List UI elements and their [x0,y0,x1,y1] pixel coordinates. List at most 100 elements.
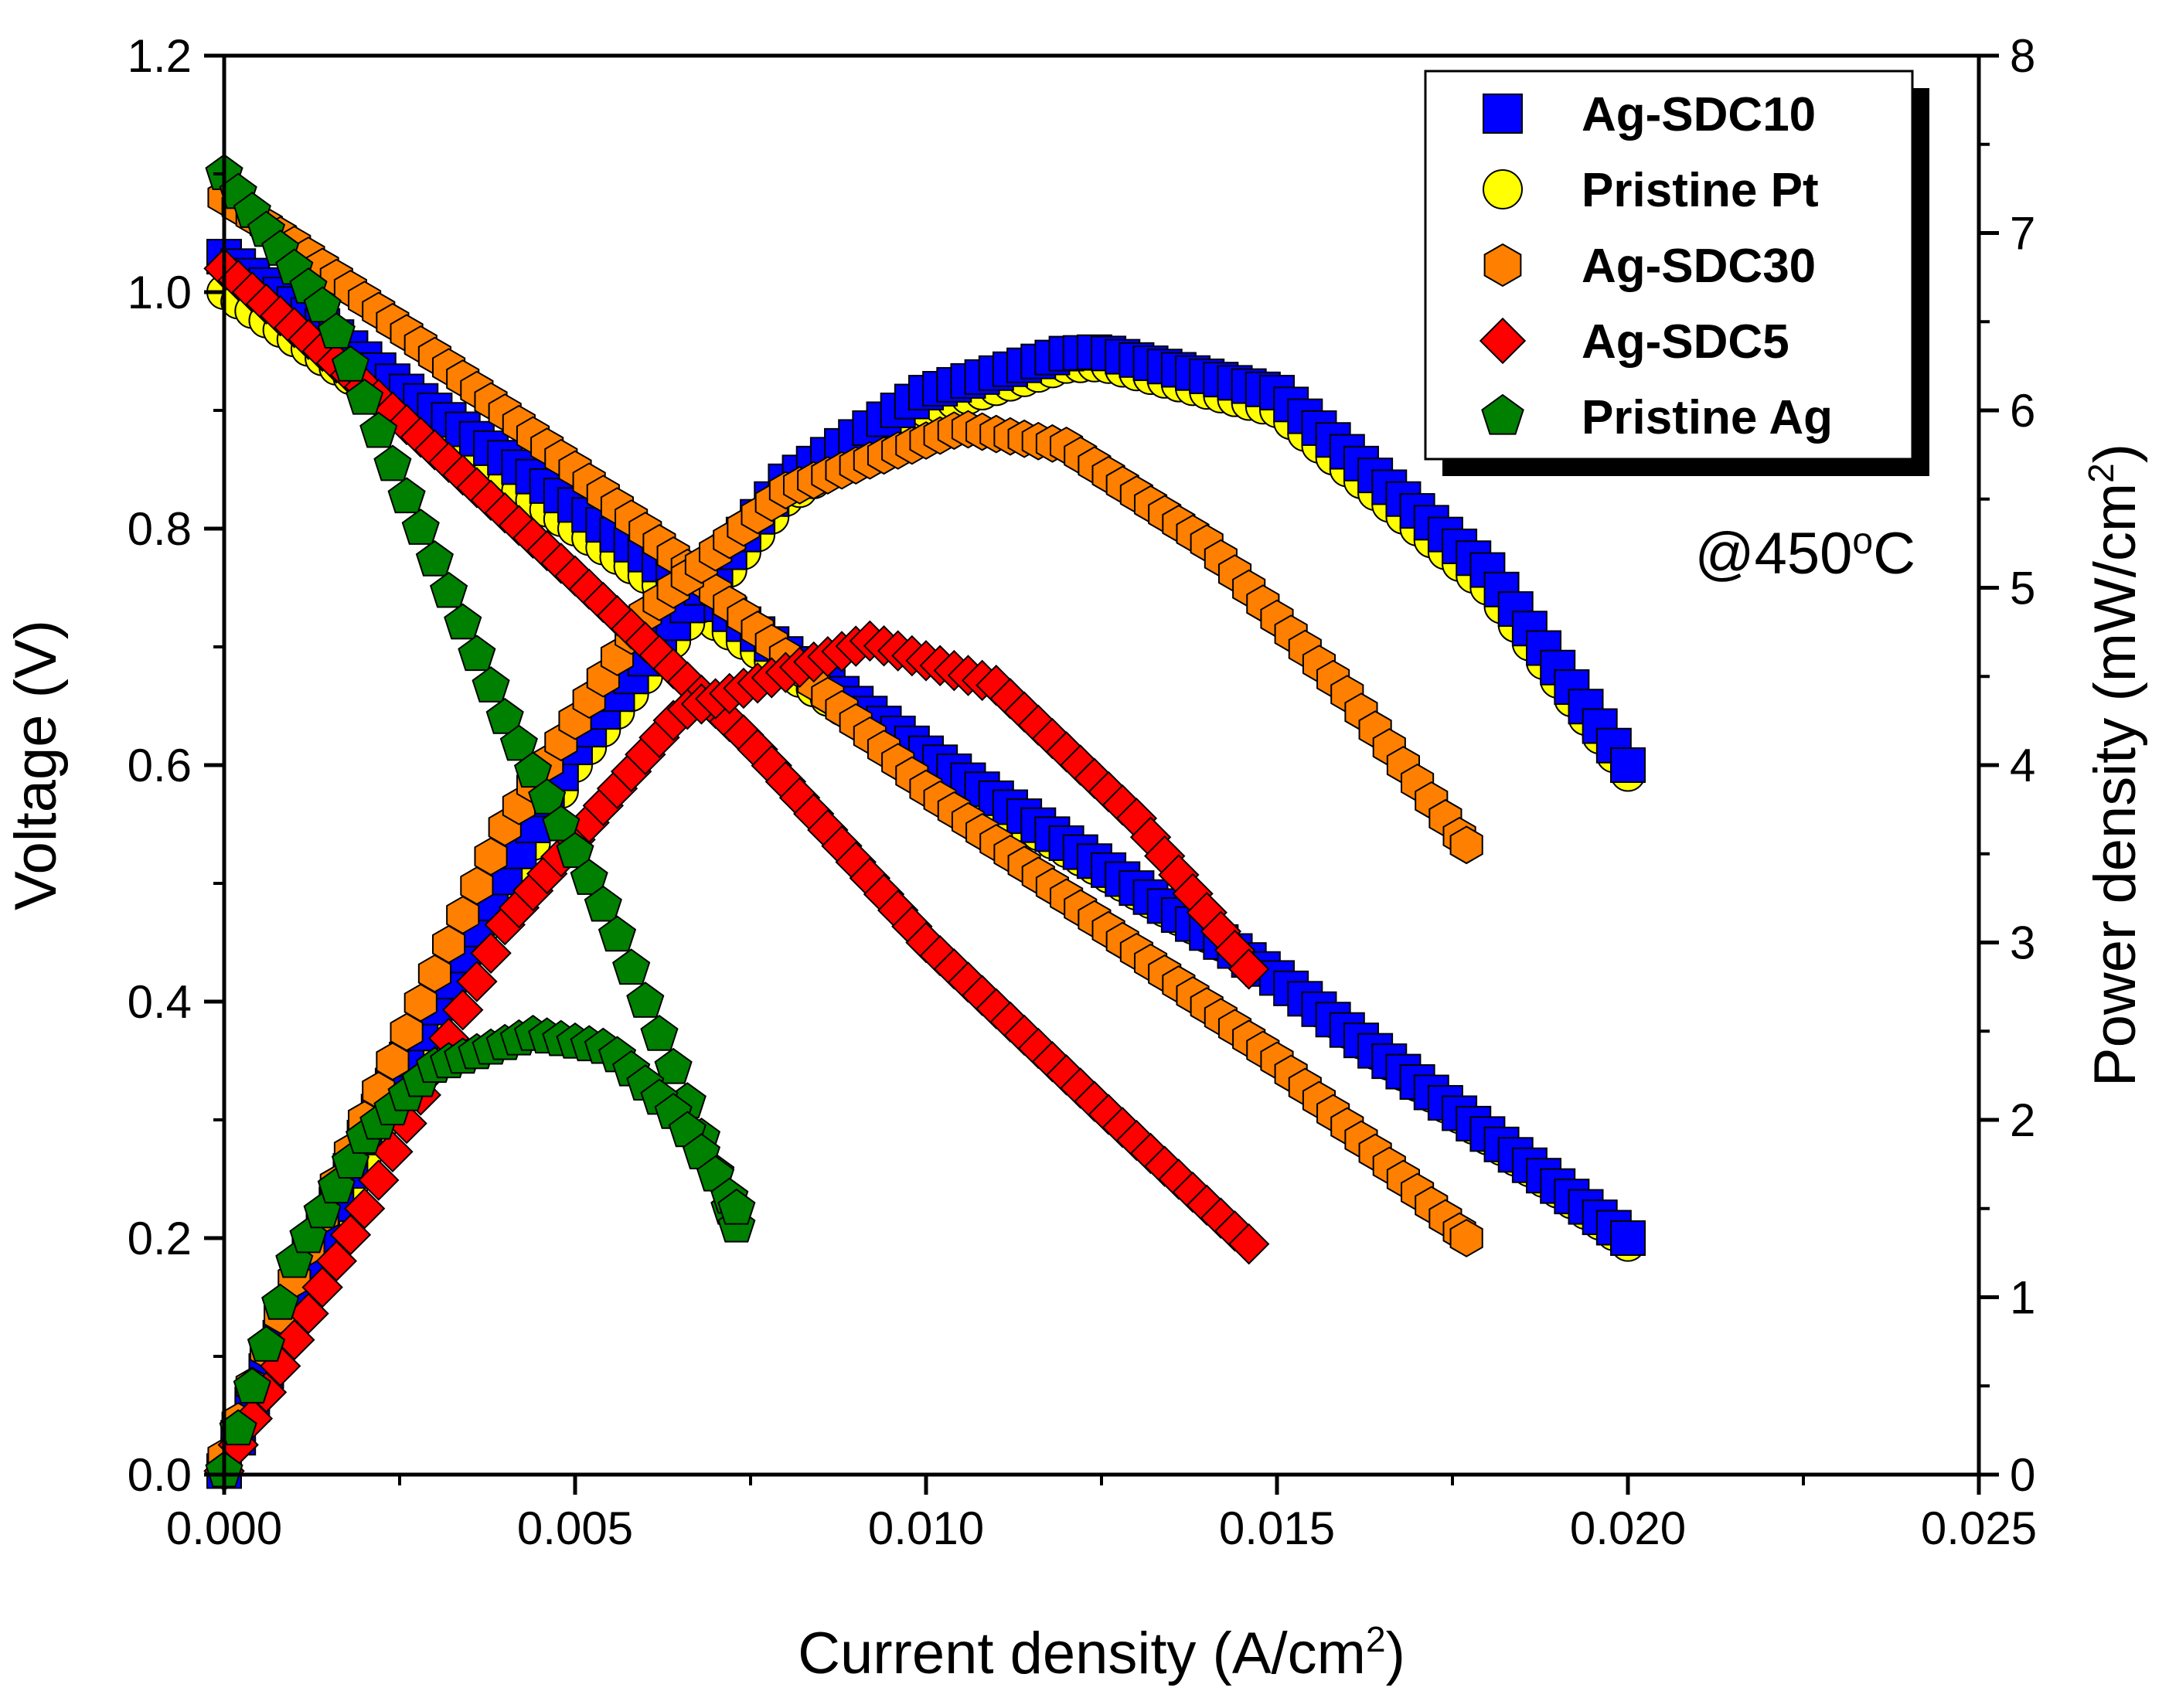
legend-item: Pristine Pt [1483,164,1819,217]
legend-label: Ag-SDC10 [1582,88,1816,141]
y-right-tick-label: 0 [2010,1449,2035,1501]
power-point [261,1283,300,1320]
iv-point [359,411,398,448]
legend-marker [1483,243,1522,288]
power-point [1449,825,1483,865]
x-tick-label: 0.000 [166,1502,282,1554]
y-right-tick-label: 7 [2010,208,2035,260]
power-point [470,932,512,974]
x-tick-label: 0.010 [868,1502,984,1554]
legend-marker [1483,169,1523,209]
iv-point [1449,1219,1483,1257]
iv-point [626,982,665,1018]
iv-point [542,805,581,842]
iv-point [584,885,622,922]
power-point [301,1266,343,1308]
iv-point [570,859,608,895]
y-right-tick-label: 4 [2010,740,2035,791]
iv-point [317,312,356,349]
power-point [390,1012,424,1052]
power-point [343,1188,386,1230]
series-ag-sdc5 [203,247,1270,1492]
power-point [233,1367,271,1404]
power-point [358,1159,400,1201]
power-point [274,1318,315,1361]
y-left-tick-label: 0.8 [128,503,192,555]
power-point [1228,948,1270,990]
y-right-tick-label: 8 [2010,30,2035,82]
y-right-tick-label: 3 [2010,917,2035,969]
y-right-tick-label: 1 [2010,1272,2035,1324]
y-left-tick-label: 1.2 [128,30,192,82]
x-tick-label: 0.005 [517,1502,633,1554]
iv-point [640,1014,679,1051]
iv-point [387,477,426,514]
right-y-axis-title: Power density (mW/cm2) [2081,444,2148,1087]
iv-point [1610,1220,1646,1256]
legend-label: Ag-SDC30 [1582,240,1816,293]
axis-ticks: 0.000 0.005 0.010 0.015 0.020 0.025 0.0 0.2 0.4 0… [128,30,2038,1554]
x-tick-label: 0.025 [1921,1502,2037,1554]
power-point [329,1214,372,1256]
left-y-axis-title: Voltage (V) [3,620,69,910]
iv-point [499,724,538,761]
power-point [247,1325,286,1362]
power-point [456,961,498,1002]
legend-label: Pristine Pt [1582,164,1819,217]
power-point [376,1042,410,1081]
iv-point [556,832,594,869]
legend-marker [1483,94,1523,134]
power-point [442,988,484,1031]
legend-item: Ag-SDC30 [1483,240,1816,293]
iv-point [513,751,553,788]
x-tick-label: 0.015 [1219,1502,1335,1554]
series-pristine-ag [205,154,756,1488]
power-point [1610,747,1646,783]
iv-point [485,697,524,734]
power-point [446,896,480,934]
iv-point [331,345,370,382]
iv-point [528,777,567,815]
power-point [460,866,494,905]
power-point [717,1188,756,1225]
y-left-tick-label: 0.0 [128,1449,192,1501]
power-point [315,1240,357,1282]
temperature-annotation: @450oC [1694,521,1915,587]
legend-item: Ag-SDC10 [1483,88,1816,141]
iv-point [444,603,482,640]
power-point [417,954,451,993]
legend-label: Ag-SDC5 [1582,315,1789,369]
iv-point [472,666,510,703]
y-left-tick-label: 1.0 [128,267,192,318]
legend: Ag-SDC10 Pristine Pt Ag-SDC30 Ag-SDC5 Pristi… [1424,70,1929,476]
iv-point [598,915,637,952]
y-right-tick-label: 5 [2010,563,2035,614]
x-tick-label: 0.020 [1570,1502,1686,1554]
power-point [403,983,438,1022]
y-left-tick-label: 0.6 [128,740,192,791]
legend-marker [1481,393,1524,435]
iv-point [373,444,412,481]
iv-point [654,1047,693,1084]
y-left-tick-label: 0.2 [128,1213,192,1264]
iv-point [429,571,468,608]
legend-item: Ag-SDC5 [1479,315,1789,369]
power-point [474,837,508,876]
iv-point [415,539,455,577]
y-left-tick-label: 0.4 [128,976,192,1028]
iv-point [1228,1223,1270,1265]
iv-point [345,378,384,415]
power-point [372,1131,414,1173]
iv-point [401,509,440,545]
legend-marker [1479,317,1527,365]
iv-point [612,948,651,985]
y-right-tick-label: 6 [2010,385,2035,437]
iv-point [303,286,342,323]
iv-point [458,635,496,672]
legend-item: Pristine Ag [1481,391,1833,444]
y-right-tick-label: 2 [2010,1094,2035,1146]
legend-label: Pristine Ag [1582,391,1833,444]
x-axis-title: Current density (A/cm2) [798,1619,1405,1686]
power-point [431,924,466,964]
